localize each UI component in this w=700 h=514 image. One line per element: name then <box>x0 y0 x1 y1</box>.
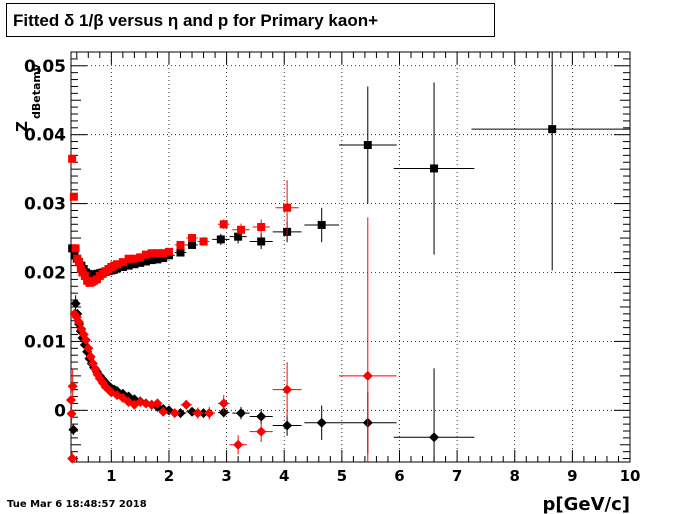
data-point-diamond <box>316 417 327 428</box>
data-point-square <box>124 254 133 263</box>
data-point-square <box>69 192 78 201</box>
data-point-square <box>71 244 80 253</box>
data-point-square <box>234 232 243 241</box>
x-tick-label: 4 <box>279 467 289 485</box>
chart-title: Fitted δ 1/β versus η and p for Primary … <box>13 11 379 30</box>
data-point-diamond <box>169 408 180 419</box>
data-point-diamond <box>67 381 78 392</box>
y-axis-label-sub: dBetamv <box>30 63 43 119</box>
data-point-square <box>548 125 557 134</box>
y-tick-label: 0.01 <box>24 332 66 352</box>
data-point-square <box>136 253 145 262</box>
data-point-diamond <box>282 420 293 431</box>
y-tick-label: 0 <box>54 401 66 421</box>
data-point-diamond <box>218 407 229 418</box>
data-point-square <box>124 261 133 270</box>
timestamp: Tue Mar 6 18:48:57 2018 <box>7 499 147 510</box>
data-point-square <box>118 262 127 271</box>
data-point-diamond <box>282 384 293 395</box>
data-point-square <box>164 247 173 256</box>
y-tick-labels: 0 0.01 0.02 0.03 0.04 0.05 <box>24 57 66 422</box>
data-point-square <box>153 249 162 258</box>
y-tick-label: 0.04 <box>24 126 66 146</box>
data-point-square <box>257 237 266 246</box>
data-point-diamond <box>67 453 78 464</box>
data-point-square <box>141 250 150 259</box>
x-tick-label: 7 <box>452 467 462 485</box>
data-point-square <box>188 234 197 243</box>
data-point-diamond <box>362 370 373 381</box>
x-tick-label: 1 <box>106 467 116 485</box>
series-2 <box>68 295 475 462</box>
x-tick-label: 10 <box>620 467 641 485</box>
data-point-diamond <box>181 399 192 410</box>
data-point-square <box>430 164 439 173</box>
data-point-square <box>130 254 139 263</box>
data-point-square <box>159 249 168 258</box>
data-point-square <box>283 203 292 212</box>
data-point-diamond <box>68 424 79 435</box>
x-tick-label: 8 <box>510 467 520 485</box>
x-tick-label: 6 <box>394 467 404 485</box>
title-box: Fitted δ 1/β versus η and p for Primary … <box>6 3 495 37</box>
data-point-square <box>317 220 326 229</box>
data-point-square <box>199 237 208 246</box>
data-point-square <box>80 271 89 280</box>
data-point-diamond <box>204 408 215 419</box>
data-point-square <box>75 258 84 267</box>
series-0 <box>68 52 630 279</box>
data-point-diamond <box>429 432 440 443</box>
data-point-diamond <box>218 398 229 409</box>
data-point-square <box>176 248 185 257</box>
data-point-square <box>219 220 228 229</box>
data-point-diamond <box>256 411 267 422</box>
data-point-square <box>153 255 162 264</box>
y-tick-label: 0.03 <box>24 195 66 215</box>
y-tick-label: 0.05 <box>24 57 66 77</box>
y-tick-label: 0.02 <box>24 264 66 284</box>
x-axis-label: p[GeV/c] <box>543 494 631 514</box>
data-point-square <box>147 256 156 265</box>
data-point-square <box>141 257 150 266</box>
data-point-diamond <box>83 343 94 354</box>
data-point-diamond <box>80 335 91 346</box>
series-1 <box>68 154 299 287</box>
series-3 <box>66 217 397 464</box>
data-point-diamond <box>158 406 169 417</box>
x-tick-label: 9 <box>567 467 577 485</box>
data-point-diamond <box>192 408 203 419</box>
data-point-diamond <box>233 439 244 450</box>
data-point-diamond <box>66 394 76 405</box>
data-point-square <box>159 254 168 263</box>
data-point-diamond <box>236 408 247 419</box>
y-axis-label-main: Z <box>13 121 31 132</box>
data-point-square <box>188 240 197 249</box>
x-tick-label: 2 <box>164 467 174 485</box>
data-point-square <box>130 260 139 269</box>
data-point-square <box>136 258 145 267</box>
data-markers <box>66 52 630 464</box>
data-point-square <box>176 240 185 249</box>
data-point-square <box>257 223 266 232</box>
data-point-square <box>216 235 225 244</box>
x-tick-label: 5 <box>337 467 347 485</box>
data-point-square <box>118 258 127 267</box>
data-point-square <box>113 260 122 269</box>
data-point-diamond <box>256 426 267 437</box>
x-tick-label: 3 <box>221 467 231 485</box>
data-point-diamond <box>70 298 81 309</box>
data-point-diamond <box>66 408 77 419</box>
x-tick-labels: 1 2 3 4 5 6 7 8 9 10 <box>106 467 640 485</box>
y-axis-label: Z dBetamv <box>13 63 43 132</box>
data-point-square <box>237 225 246 234</box>
data-point-square <box>363 141 372 150</box>
data-point-square <box>68 154 77 163</box>
data-point-square <box>147 249 156 258</box>
data-point-diamond <box>152 398 163 409</box>
